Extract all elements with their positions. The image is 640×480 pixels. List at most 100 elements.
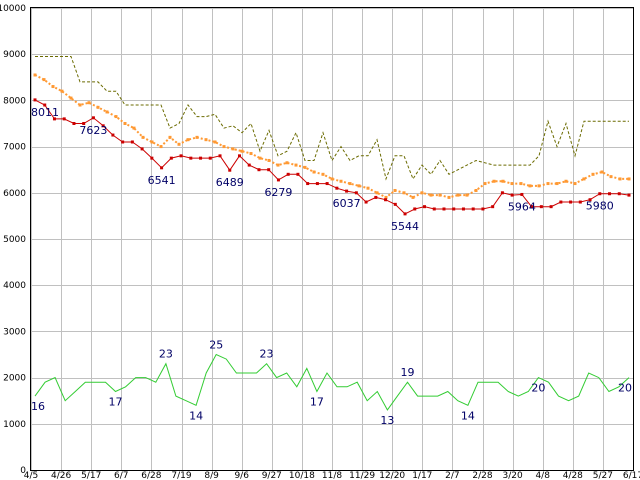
series-point bbox=[366, 186, 370, 190]
x-tick-label: 9/27 bbox=[262, 471, 282, 480]
x-tick-label: 4/8 bbox=[535, 471, 550, 480]
series-point bbox=[62, 117, 66, 121]
series-point bbox=[530, 205, 534, 209]
series-point bbox=[423, 205, 427, 209]
series-point bbox=[82, 122, 86, 125]
series-point bbox=[420, 191, 424, 195]
series-point bbox=[539, 205, 543, 209]
series-point bbox=[247, 163, 251, 167]
series-point bbox=[101, 124, 105, 128]
series-point bbox=[474, 188, 478, 192]
series-point bbox=[600, 170, 604, 174]
data-label: 13 bbox=[380, 414, 394, 427]
series-point bbox=[72, 122, 76, 125]
series-point bbox=[402, 191, 406, 195]
series-point bbox=[213, 140, 217, 144]
data-label: 20 bbox=[531, 382, 545, 395]
series-point bbox=[240, 149, 244, 153]
series-point bbox=[325, 182, 329, 186]
series-point bbox=[285, 161, 289, 165]
series-point bbox=[617, 192, 621, 196]
x-axis-tick-labels: 4/5 4/26 5/17 6/7 6/28 7/19 8/9 9/6 9/27 10/18 11/… bbox=[24, 471, 640, 480]
series-point bbox=[582, 177, 586, 181]
series-point bbox=[447, 195, 451, 199]
series-point bbox=[452, 207, 456, 211]
data-label: 23 bbox=[260, 348, 274, 361]
series-point bbox=[267, 158, 271, 162]
x-tick-label: 2/7 bbox=[445, 471, 459, 480]
series-lines bbox=[33, 56, 631, 411]
series-point bbox=[208, 156, 212, 160]
series-point bbox=[618, 177, 622, 181]
y-tick-label: 5000 bbox=[3, 235, 26, 245]
series-point bbox=[393, 202, 397, 206]
series-point bbox=[546, 182, 550, 186]
data-label: 6489 bbox=[216, 176, 244, 189]
y-tick-label: 8000 bbox=[3, 96, 26, 106]
series-point bbox=[218, 154, 222, 158]
data-label: 7623 bbox=[79, 124, 107, 137]
series-line-red-lower bbox=[34, 99, 630, 215]
series-point bbox=[564, 179, 568, 183]
series-point bbox=[471, 207, 475, 211]
series-point bbox=[267, 168, 271, 172]
series-point bbox=[169, 156, 173, 160]
series-point bbox=[199, 156, 203, 160]
series-point bbox=[438, 193, 442, 197]
series-point bbox=[348, 182, 352, 186]
series-point bbox=[33, 98, 37, 102]
series-point bbox=[500, 191, 504, 195]
data-label: 6541 bbox=[148, 174, 176, 187]
series-point bbox=[501, 179, 505, 183]
series-point bbox=[591, 172, 595, 176]
series-point bbox=[335, 186, 339, 190]
data-label: 23 bbox=[159, 348, 173, 361]
y-tick-label: 0 bbox=[20, 466, 26, 476]
x-tick-label: 6/7 bbox=[114, 471, 128, 480]
series-point bbox=[42, 78, 46, 82]
x-tick-label: 6/28 bbox=[141, 471, 161, 480]
x-tick-label: 3/20 bbox=[502, 471, 522, 480]
series-point bbox=[520, 192, 524, 196]
series-point bbox=[354, 191, 358, 195]
series-point bbox=[51, 85, 55, 89]
series-point bbox=[96, 105, 100, 109]
data-label: 6037 bbox=[333, 197, 361, 210]
data-label: 6279 bbox=[264, 186, 292, 199]
series-point bbox=[384, 195, 388, 199]
series-point bbox=[384, 198, 388, 202]
data-labels: 8011 7623 6541 6489 6279 6037 5544 5964 5980 16 17… bbox=[31, 106, 632, 427]
series-point bbox=[195, 135, 199, 139]
series-point bbox=[105, 110, 109, 114]
series-point bbox=[330, 177, 334, 181]
series-point bbox=[321, 172, 325, 176]
x-tick-label: 6/17 bbox=[623, 471, 640, 480]
series-point bbox=[442, 207, 446, 211]
y-axis-tick-labels: 0 1000 2000 3000 4000 5000 6000 7000 8000 9000 100… bbox=[0, 4, 26, 476]
data-label: 14 bbox=[461, 409, 475, 422]
series-point bbox=[573, 182, 577, 186]
series-point bbox=[456, 193, 460, 197]
data-label: 14 bbox=[189, 409, 203, 422]
series-point bbox=[315, 182, 319, 186]
series-point bbox=[306, 182, 310, 186]
series-point bbox=[609, 175, 613, 179]
series-point bbox=[303, 165, 307, 169]
x-tick-label: 10/18 bbox=[289, 471, 315, 480]
series-point bbox=[228, 168, 232, 172]
series-point bbox=[52, 117, 56, 121]
y-tick-label: 10000 bbox=[0, 4, 26, 14]
series-point bbox=[432, 207, 436, 211]
series-point bbox=[559, 200, 563, 204]
x-tick-label: 4/26 bbox=[51, 471, 71, 480]
y-tick-label: 2000 bbox=[3, 374, 26, 384]
x-tick-label: 8/9 bbox=[204, 471, 219, 480]
series-point bbox=[578, 200, 582, 204]
series-point bbox=[598, 192, 602, 196]
series-line-green-bottom bbox=[34, 353, 630, 411]
x-tick-label: 1/17 bbox=[412, 471, 432, 480]
series-point bbox=[491, 205, 495, 209]
series-point bbox=[222, 145, 226, 149]
series-point bbox=[393, 188, 397, 192]
